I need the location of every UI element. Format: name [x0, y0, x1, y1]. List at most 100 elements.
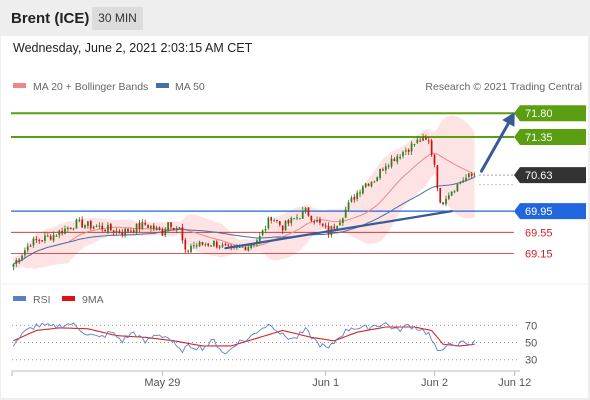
candle: [87, 220, 89, 229]
candle: [29, 244, 32, 247]
candle: [281, 225, 284, 235]
candle: [150, 224, 152, 232]
timeframe-button[interactable]: 30 MIN: [92, 7, 143, 30]
candle: [24, 247, 26, 259]
candle: [75, 218, 78, 229]
candle-body: [52, 234, 55, 241]
candle: [399, 153, 401, 160]
candle-body: [150, 226, 152, 229]
candle-body: [258, 236, 261, 242]
candle-body: [238, 246, 241, 248]
candle-body: [72, 228, 75, 230]
candle: [66, 226, 69, 233]
candle-body: [445, 198, 447, 205]
candle: [127, 228, 129, 234]
candle-body: [112, 230, 115, 233]
candle-body: [399, 156, 401, 158]
candle-body: [362, 186, 364, 194]
rsi-legend-swatch: [13, 296, 26, 301]
trend-lines: [224, 112, 515, 250]
x-tick-label: Jun 12: [498, 377, 531, 389]
candle: [130, 227, 132, 233]
candle: [299, 218, 301, 220]
candle-body: [121, 232, 124, 236]
candle: [41, 240, 43, 243]
candle: [218, 244, 221, 250]
candle: [18, 257, 21, 264]
candle: [264, 225, 267, 234]
projection-arrow-shaft: [479, 119, 512, 173]
candle-body: [89, 220, 92, 229]
candle: [26, 242, 29, 253]
candle-body: [379, 168, 381, 178]
level-tag-label: 69.95: [525, 206, 553, 218]
candle: [284, 219, 287, 232]
candle-body: [210, 245, 212, 247]
candle-body: [384, 166, 387, 171]
projection-arrow-head: [502, 112, 515, 127]
candle-body: [164, 229, 167, 236]
candle: [416, 136, 419, 145]
candle-body: [410, 143, 413, 152]
candle: [296, 214, 298, 221]
candle-body: [104, 229, 106, 232]
candle-body: [393, 159, 396, 162]
candle: [118, 228, 121, 234]
candle: [393, 157, 396, 162]
candle: [132, 228, 135, 234]
candle: [38, 238, 41, 244]
candle: [459, 181, 462, 185]
candle: [46, 233, 49, 237]
candle-body: [132, 230, 135, 232]
candle: [172, 227, 175, 231]
candle-body: [215, 241, 218, 248]
candle-body: [115, 230, 118, 233]
candle: [450, 191, 453, 197]
candle-body: [439, 187, 442, 203]
candle-body: [195, 245, 198, 247]
candle-body: [224, 244, 227, 246]
candle-body: [32, 238, 35, 246]
candle-body: [29, 245, 32, 247]
candle: [181, 223, 184, 244]
candle-body: [198, 241, 201, 247]
candle: [72, 227, 75, 231]
candle: [89, 220, 92, 231]
candle: [115, 227, 118, 235]
candle-body: [95, 226, 98, 228]
candle-body: [453, 191, 456, 193]
rsi-ma9-line: [13, 326, 475, 347]
candle-body: [41, 240, 43, 242]
candle: [270, 216, 273, 224]
candle: [184, 237, 187, 254]
candle-body: [218, 246, 221, 248]
candle: [287, 219, 290, 227]
candle: [155, 225, 158, 231]
candle-body: [193, 245, 195, 247]
chart-datetime: Wednesday, June 2, 2021 2:03:15 AM CET: [13, 41, 253, 55]
candle: [178, 227, 181, 229]
x-axis: May 29 Jun 1 Jun 2 Jun 12: [11, 371, 531, 389]
candle: [32, 236, 35, 248]
candle: [433, 154, 436, 168]
candle-body: [442, 202, 444, 205]
ma50-legend-label: MA 50: [175, 81, 205, 93]
credit-label: Research © 2021 Trading Central: [425, 81, 582, 93]
candle-body: [98, 225, 101, 227]
candle: [430, 138, 433, 157]
candle-body: [273, 220, 275, 222]
candle-body: [109, 223, 112, 231]
candle: [313, 219, 316, 225]
candle-body: [190, 246, 192, 252]
candle: [422, 133, 424, 142]
candle-body: [235, 246, 238, 248]
candle-body: [465, 177, 467, 182]
candle-body: [416, 139, 419, 144]
candle: [124, 227, 127, 238]
ma50-legend-swatch: [156, 83, 169, 88]
candle: [402, 150, 404, 159]
candle-body: [447, 195, 450, 199]
candle-body: [204, 244, 207, 246]
